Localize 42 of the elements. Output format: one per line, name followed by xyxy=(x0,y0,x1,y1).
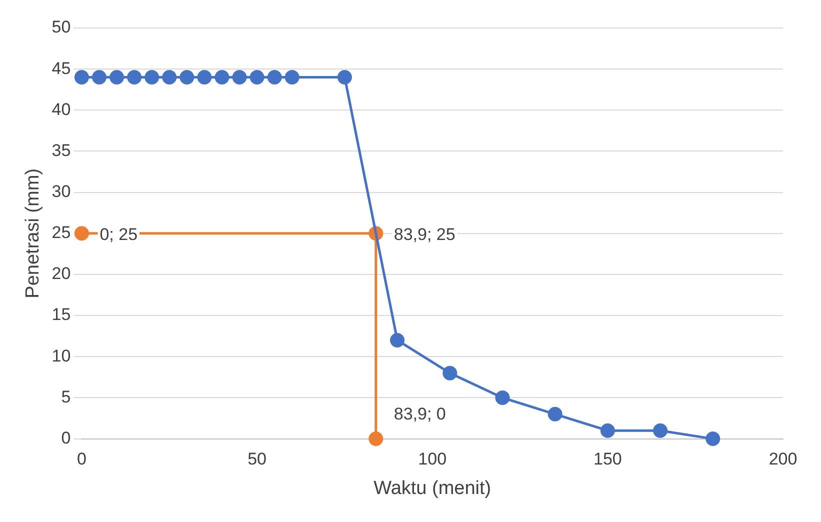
point xyxy=(110,70,124,85)
y-tick-label: 35 xyxy=(52,140,71,160)
y-tick-label: 50 xyxy=(52,18,71,37)
y-tick-label: 5 xyxy=(61,387,71,406)
point xyxy=(267,70,282,85)
point xyxy=(162,70,177,85)
point xyxy=(337,70,352,85)
point xyxy=(600,423,615,438)
point xyxy=(250,70,264,85)
x-tick-label: 0 xyxy=(76,450,86,469)
point xyxy=(214,70,230,85)
y-tick-label: 10 xyxy=(52,346,71,366)
data-label: 83,9; 25 xyxy=(394,225,456,244)
point xyxy=(232,70,247,85)
point xyxy=(548,406,562,422)
point xyxy=(92,70,106,85)
x-tick-label: 200 xyxy=(768,450,798,469)
point xyxy=(197,70,212,85)
y-tick-label: 20 xyxy=(52,264,71,284)
x-tick-label: 100 xyxy=(418,450,447,469)
y-tick-label: 45 xyxy=(52,58,71,78)
point xyxy=(368,432,384,446)
point xyxy=(390,332,405,348)
data-label: 0; 25 xyxy=(100,225,138,244)
data-label: 83,9; 0 xyxy=(394,404,446,424)
y-tick-label: 25 xyxy=(52,223,71,242)
point xyxy=(706,432,720,446)
point xyxy=(653,423,668,438)
point xyxy=(127,70,142,85)
x-tick-label: 150 xyxy=(593,450,622,469)
x-axis-title: Waktu (menit) xyxy=(374,478,492,499)
point xyxy=(180,70,194,85)
y-tick-label: 15 xyxy=(52,305,71,324)
y-axis-title: Penetrasi (mm) xyxy=(22,168,44,298)
y-tick-label: 40 xyxy=(52,100,71,119)
x-tick-label: 50 xyxy=(248,450,266,469)
y-tick-label: 0 xyxy=(61,428,71,448)
point xyxy=(495,390,510,405)
point xyxy=(442,366,458,380)
y-tick-label: 30 xyxy=(52,182,71,202)
point xyxy=(284,70,300,85)
point xyxy=(144,70,160,85)
